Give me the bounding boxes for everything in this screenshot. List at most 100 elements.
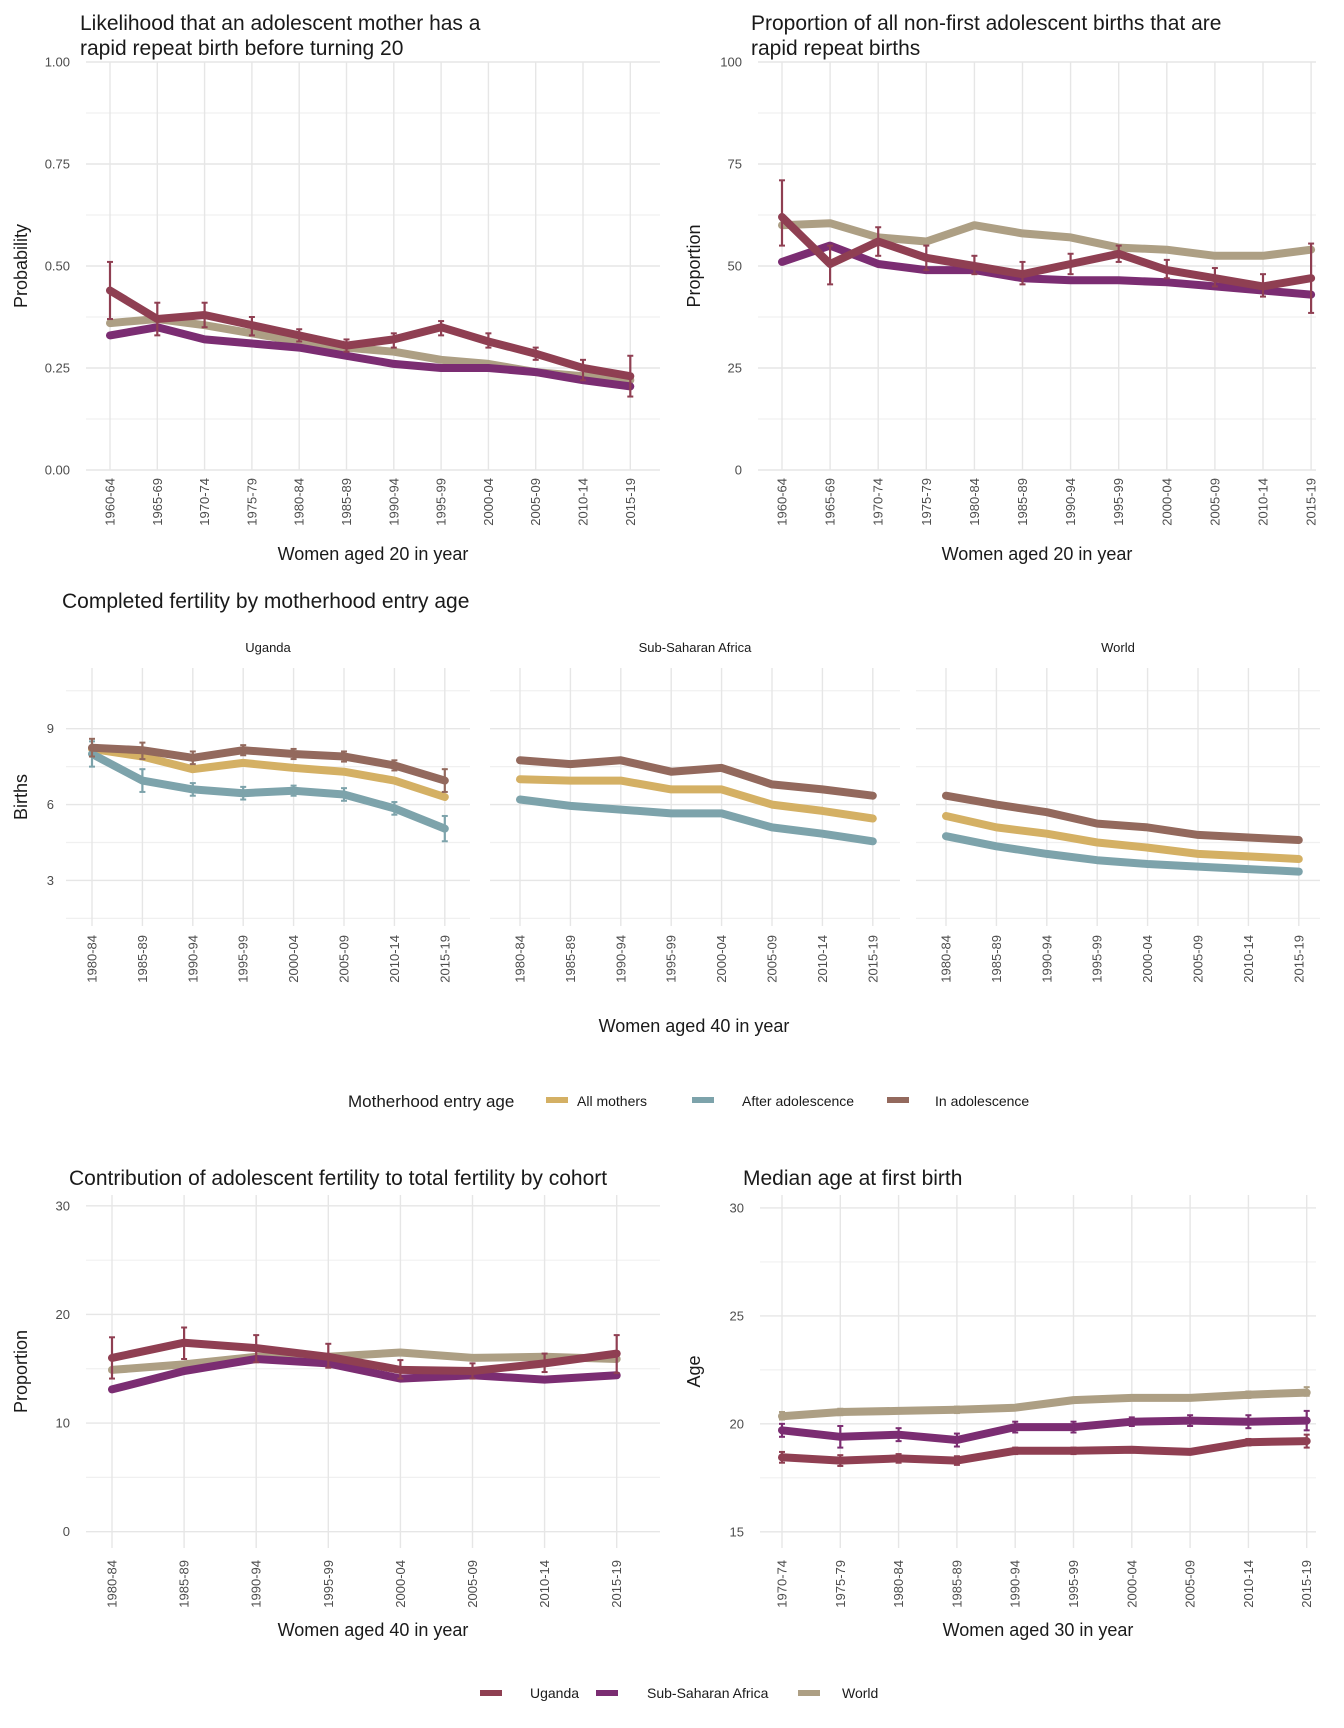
y-tick-label: 30	[730, 1200, 744, 1215]
x-tick-label: 1970-74	[197, 478, 212, 526]
facet-world: 1980-84 1985-89 1990-94 1995-99 2000-04 2005-…	[916, 640, 1320, 983]
chart-title: Completed fertility by motherhood entry …	[62, 590, 469, 613]
series-line-sub-saharan-africa	[778, 1416, 1311, 1444]
series-line-sub-saharan-africa	[108, 1355, 621, 1394]
y-tick-label: 0.00	[45, 463, 70, 478]
x-tick-label: 2015-19	[1304, 478, 1319, 526]
x-tick-label: 1985-89	[339, 478, 354, 526]
x-tick-label: 2010-14	[1256, 478, 1271, 526]
chart-title: rapid repeat births	[751, 37, 920, 60]
panel-p2: 0 25 50 75 100 1960-64 1965-69 1970-74 1975-79 19…	[684, 12, 1319, 564]
legend-label: Uganda	[530, 1685, 579, 1701]
x-tick-label: 1995-99	[236, 935, 251, 983]
series-line-all-mothers	[516, 775, 877, 823]
series-line-sub-saharan-africa	[778, 241, 1316, 299]
chart-title: Proportion of all non-first adolescent b…	[751, 12, 1221, 35]
y-axis-title: Probability	[11, 224, 31, 308]
x-tick-label: 1995-99	[434, 478, 449, 526]
y-tick-label: 0	[63, 1524, 70, 1539]
x-tick-label: 2000-04	[1140, 935, 1155, 983]
x-tick-label: 1995-99	[321, 1560, 336, 1608]
x-tick-label: 2010-14	[576, 478, 591, 526]
y-axis-title: Age	[684, 1355, 704, 1387]
legend-title: Motherhood entry age	[348, 1092, 514, 1111]
series-line-sub-saharan-africa	[106, 323, 635, 391]
x-tick-label: 1990-94	[1063, 478, 1078, 526]
series-line-after-adolescence	[942, 832, 1303, 876]
x-tick-label: 1990-94	[185, 935, 200, 983]
y-tick-label: 15	[730, 1524, 744, 1539]
x-tick-label: 2015-19	[623, 478, 638, 526]
series-line-after-adolescence	[88, 750, 449, 833]
series-line-uganda	[778, 1437, 1311, 1465]
x-tick-label: 1985-89	[949, 1560, 964, 1608]
x-tick-label: 2005-09	[465, 1560, 480, 1608]
x-tick-label: 2010-14	[1241, 935, 1256, 983]
x-tick-label: 2000-04	[1159, 478, 1174, 526]
x-tick-label: 2010-14	[1241, 1560, 1256, 1608]
y-tick-label: 20	[56, 1307, 70, 1322]
x-axis-title: Women aged 40 in year	[278, 1620, 469, 1640]
series-line-uganda	[108, 1338, 621, 1375]
x-tick-label: 2005-09	[1207, 478, 1222, 526]
series-line-world	[778, 219, 1316, 260]
y-tick-label: 30	[56, 1198, 70, 1213]
x-tick-label: 2015-19	[865, 935, 880, 983]
y-tick-label: 9	[47, 721, 54, 736]
series-line-all-mothers	[942, 812, 1303, 863]
x-tick-label: 2010-14	[537, 1560, 552, 1608]
panel-p5: 15 20 25 30 1970-74 1975-79 1980-84 1985-89 1990…	[684, 1167, 1316, 1640]
x-tick-label: 1975-79	[833, 1560, 848, 1608]
x-tick-label: 1960-64	[775, 478, 790, 526]
x-axis-title: Women aged 40 in year	[599, 1016, 790, 1036]
x-tick-label: 1985-89	[1015, 478, 1030, 526]
x-tick-label: 1980-84	[939, 935, 954, 983]
x-tick-label: 1965-69	[823, 478, 838, 526]
x-tick-label: 1960-64	[103, 478, 118, 526]
series-line-uganda	[106, 286, 635, 381]
legend-label: After adolescence	[742, 1093, 854, 1109]
x-tick-label: 1990-94	[613, 935, 628, 983]
x-tick-label: 2000-04	[1124, 1560, 1139, 1608]
x-tick-label: 1975-79	[919, 478, 934, 526]
x-tick-label: 2000-04	[393, 1560, 408, 1608]
y-tick-label: 0	[735, 463, 742, 478]
legend-label: In adolescence	[935, 1093, 1029, 1109]
x-tick-label: 1995-99	[664, 935, 679, 983]
y-axis-title: Births	[11, 774, 31, 820]
x-tick-label: 2005-09	[765, 935, 780, 983]
facet-label: Uganda	[245, 640, 291, 655]
x-tick-label: 1980-84	[513, 935, 528, 983]
x-axis-title: Women aged 20 in year	[278, 544, 469, 564]
x-tick-label: 2005-09	[528, 478, 543, 526]
series-line-after-adolescence	[516, 795, 877, 846]
series-line-world	[108, 1348, 621, 1374]
y-tick-label: 0.25	[45, 361, 70, 376]
x-axis-title: Women aged 30 in year	[943, 1620, 1134, 1640]
x-tick-label: 1995-99	[1111, 478, 1126, 526]
x-tick-label: 1980-84	[967, 478, 982, 526]
series-line-in-adolescence	[942, 791, 1303, 844]
x-tick-label: 1985-89	[135, 935, 150, 983]
legend-label: World	[842, 1685, 878, 1701]
y-tick-label: 50	[728, 259, 742, 274]
y-tick-label: 1.00	[45, 55, 70, 70]
x-axis-title: Women aged 20 in year	[942, 544, 1133, 564]
x-tick-label: 2000-04	[481, 478, 496, 526]
y-tick-label: 3	[47, 873, 54, 888]
x-tick-label: 1995-99	[1066, 1560, 1081, 1608]
y-tick-label: 25	[728, 361, 742, 376]
legend-motherhood-entry-age: Motherhood entry age All mothers After ado…	[348, 1092, 1029, 1111]
x-tick-label: 2005-09	[1183, 1560, 1198, 1608]
x-tick-label: 2010-14	[387, 935, 402, 983]
x-tick-label: 1970-74	[871, 478, 886, 526]
y-tick-label: 25	[730, 1308, 744, 1323]
panel-p4: 0 10 20 30 1980-84 1985-89 1990-94 1995-99 2000-…	[11, 1167, 660, 1640]
facet-sub-saharan-africa: 1980-84 1985-89 1990-94 1995-99 2000-04 2005-…	[490, 640, 900, 983]
x-tick-label: 1995-99	[1090, 935, 1105, 983]
x-tick-label: 1985-89	[563, 935, 578, 983]
y-tick-label: 100	[720, 55, 742, 70]
x-tick-label: 1980-84	[292, 478, 307, 526]
x-tick-label: 2000-04	[714, 935, 729, 983]
